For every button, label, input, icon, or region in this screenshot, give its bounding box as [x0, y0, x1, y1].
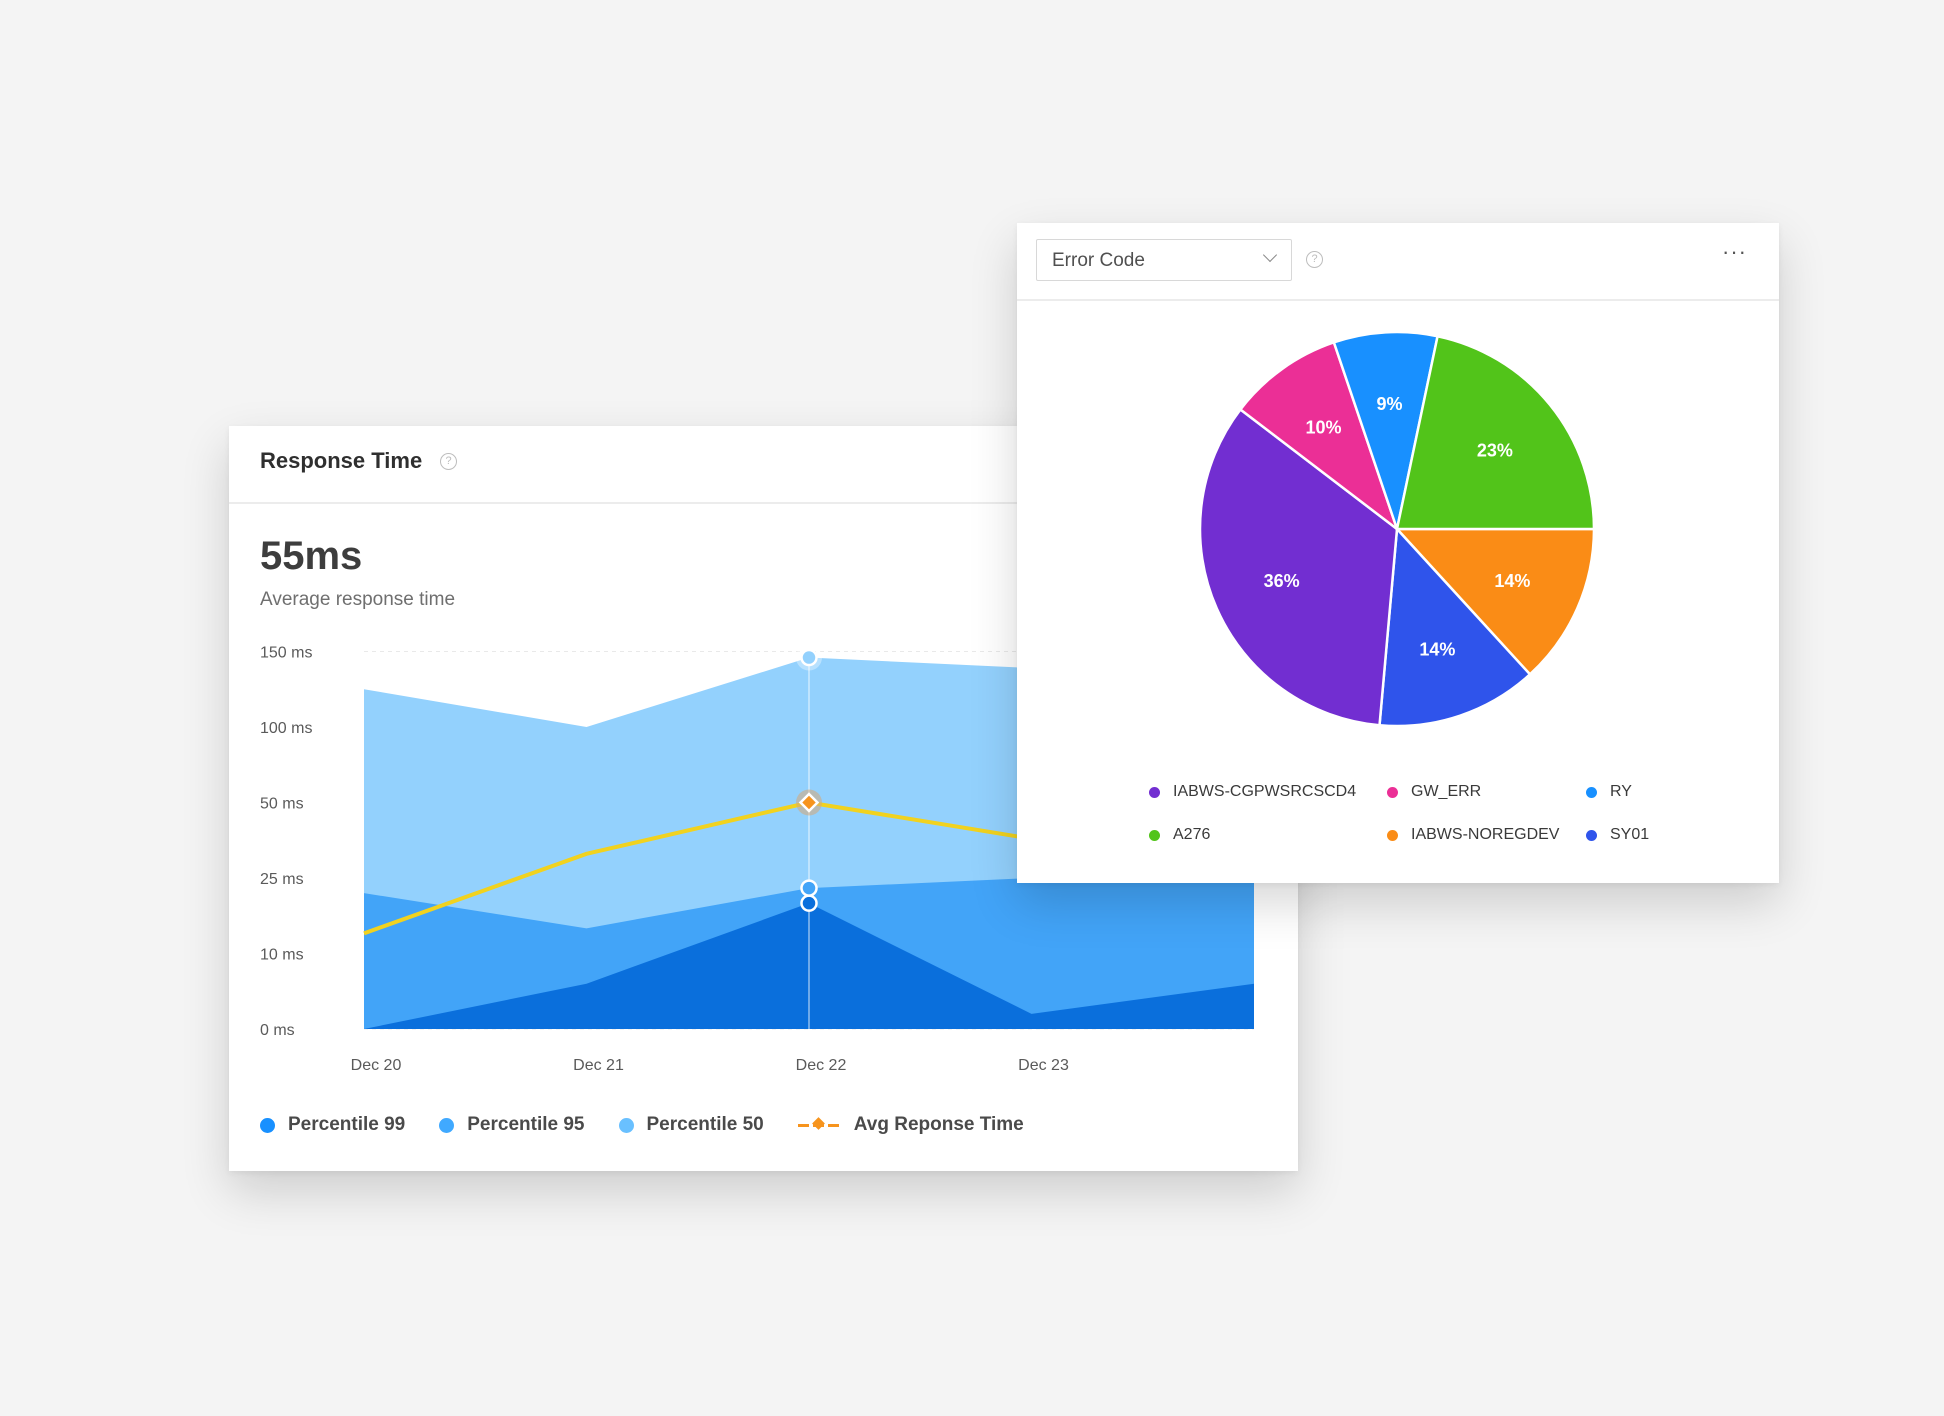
legend-label: Percentile 99 — [288, 1114, 406, 1135]
legend-dot-icon — [260, 1117, 275, 1133]
pie-slice-gw-err[interactable] — [1238, 340, 1400, 533]
legend-dashed-line-icon — [797, 1117, 842, 1133]
y-tick-label: 50 ms — [260, 796, 304, 813]
legend-label: RY — [1610, 783, 1632, 800]
legend-dot-icon — [1149, 786, 1160, 798]
legend-dot-icon — [439, 1117, 455, 1133]
x-tick-label: Dec 20 — [351, 1057, 402, 1074]
legend-item[interactable]: RY — [1586, 783, 1632, 801]
y-tick-label: 0 ms — [260, 1022, 295, 1039]
legend-item[interactable]: Percentile 50 — [618, 1114, 764, 1136]
y-tick-label: 150 ms — [260, 645, 312, 662]
legend-item[interactable]: Percentile 99 — [260, 1114, 405, 1136]
legend-dot-icon — [618, 1117, 634, 1133]
card-title: Response Time — [260, 448, 423, 473]
data-point-marker[interactable] — [800, 648, 818, 667]
avg-point-marker[interactable] — [798, 792, 820, 813]
x-tick-label: Dec 22 — [796, 1057, 847, 1074]
pie-slice-iabws-cgpwsrcscd4[interactable] — [1198, 407, 1399, 727]
help-icon[interactable]: ? — [440, 453, 457, 470]
pie-slice-ry[interactable] — [1332, 330, 1440, 534]
legend-label: GW_ERR — [1411, 783, 1482, 800]
legend-label: Avg Reponse Time — [853, 1114, 1024, 1135]
legend-label: SY01 — [1610, 826, 1650, 843]
error-code-header: Error Code ? ··· — [1017, 223, 1779, 301]
slice-label: 23% — [1477, 441, 1513, 461]
slice-label: 10% — [1305, 418, 1341, 438]
slice-label: 36% — [1264, 571, 1300, 591]
metric-value: 55ms — [260, 534, 363, 578]
legend-label: IABWS-CGPWSRCSCD4 — [1173, 783, 1357, 800]
data-point-marker[interactable] — [800, 879, 818, 897]
legend-item[interactable]: IABWS-NOREGDEV — [1387, 826, 1559, 844]
error-code-pie-chart[interactable]: 14% 14% 36% 10% 9% 23% — [1017, 223, 1779, 783]
legend-dot-icon — [1387, 829, 1398, 841]
error-code-card: Error Code ? ··· 14% 14% 36% 10% 9% 23% IABWS… — [1017, 223, 1779, 883]
metric-label: Average response time — [260, 589, 456, 610]
legend-dot-icon — [1149, 829, 1160, 841]
more-menu-icon[interactable]: ··· — [1722, 239, 1747, 264]
legend-item[interactable]: SY01 — [1586, 826, 1649, 844]
legend-label: A276 — [1173, 826, 1211, 843]
legend-dot-icon — [1586, 829, 1597, 841]
data-point-marker[interactable] — [800, 894, 818, 912]
dropdown-value: Error Code — [1052, 250, 1145, 271]
legend-label: Percentile 95 — [467, 1114, 585, 1135]
legend-dot-icon — [1387, 786, 1398, 798]
y-tick-label: 25 ms — [260, 871, 304, 888]
slice-label: 14% — [1494, 571, 1530, 591]
response-time-header: Response Time ? — [229, 426, 1298, 504]
error-code-dropdown[interactable]: Error Code — [1036, 239, 1292, 281]
legend-label: IABWS-NOREGDEV — [1411, 826, 1560, 843]
legend-item[interactable]: Avg Reponse Time — [797, 1114, 1024, 1136]
slice-label: 9% — [1377, 394, 1403, 414]
pie-slice-a276[interactable] — [1395, 334, 1596, 531]
y-tick-label: 100 ms — [260, 720, 312, 737]
x-tick-label: Dec 21 — [573, 1057, 624, 1074]
y-tick-label: 10 ms — [260, 947, 304, 964]
legend-item[interactable]: Percentile 95 — [439, 1114, 585, 1136]
legend-item[interactable]: A276 — [1149, 826, 1210, 844]
chart-legend: Percentile 99 Percentile 95 Percentile 50 A… — [260, 1114, 1058, 1136]
legend-item[interactable]: GW_ERR — [1387, 783, 1481, 801]
x-tick-label: Dec 23 — [1018, 1057, 1069, 1074]
pie-slice-iabws-noregdev[interactable] — [1394, 527, 1596, 677]
slice-label: 14% — [1419, 639, 1455, 659]
legend-item[interactable]: IABWS-CGPWSRCSCD4 — [1149, 783, 1356, 801]
pie-slice-sy01[interactable] — [1378, 526, 1532, 728]
legend-label: Percentile 50 — [646, 1114, 764, 1135]
help-icon[interactable]: ? — [1306, 251, 1323, 268]
legend-dot-icon — [1586, 786, 1597, 798]
